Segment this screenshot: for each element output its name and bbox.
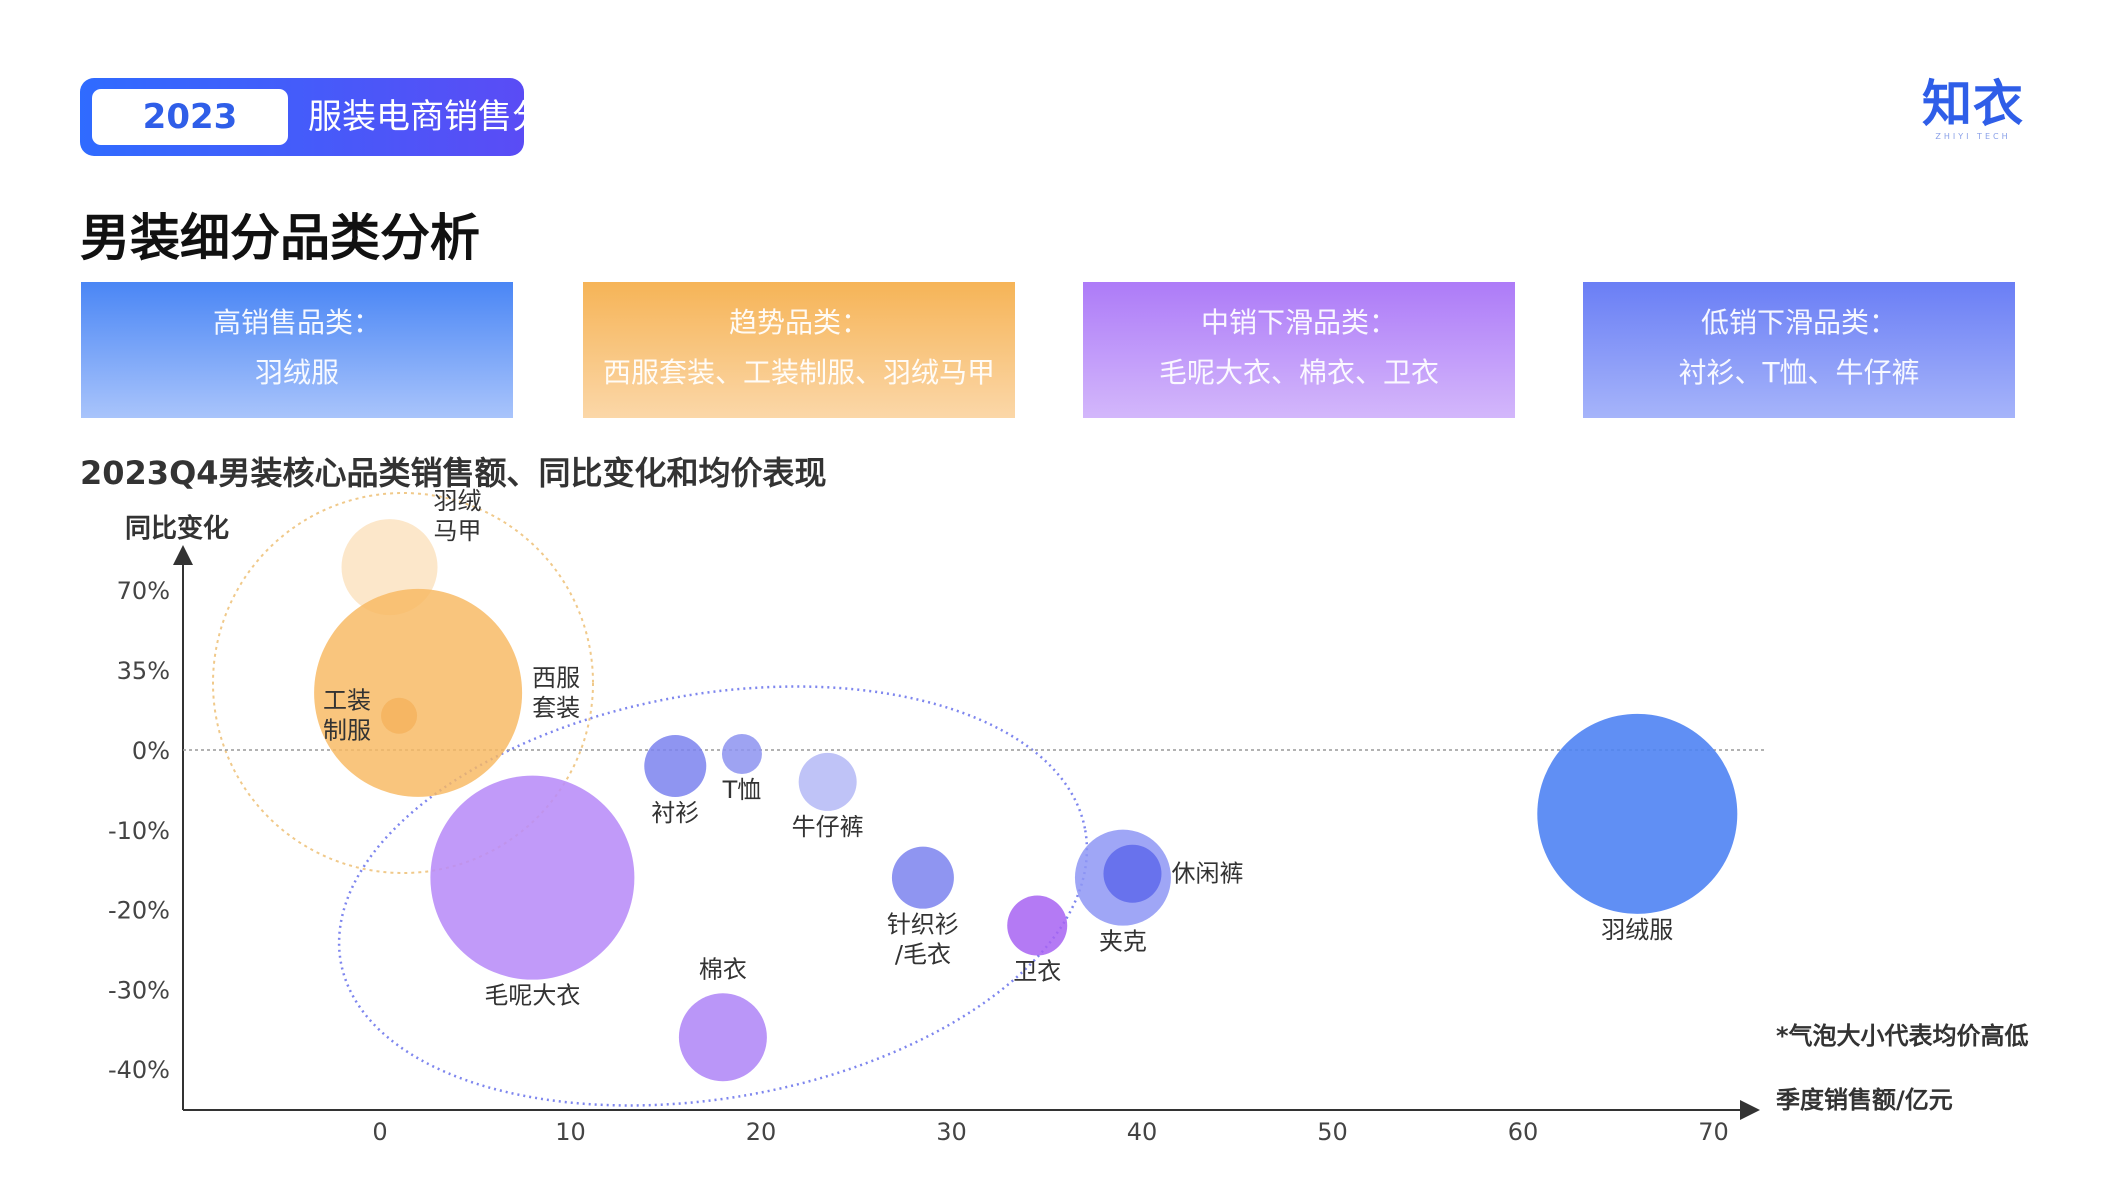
bubble (1103, 844, 1162, 903)
bubble-label: 毛呢大衣 (484, 982, 580, 1010)
y-tick-label: 70% (117, 577, 170, 605)
y-tick-label: -30% (108, 976, 170, 1004)
bubble (381, 697, 418, 734)
chart-title: 2023Q4男装核心品类销售额、同比变化和均价表现 (80, 454, 827, 492)
bubble (1537, 713, 1738, 914)
report-subtitle: 服装电商销售分析 (308, 97, 580, 137)
report-badge: 2023 服装电商销售分析 (80, 78, 580, 156)
page-title: 男装细分品类分析 (80, 209, 480, 267)
trend-group-outline (212, 492, 594, 874)
card-title: 中销下滑品类： (1200, 306, 1397, 339)
bubble-label: 羽绒马甲 (434, 487, 482, 545)
bubble (721, 733, 762, 774)
x-axis-label: 季度销售额/亿元 (1776, 1086, 1953, 1114)
bubble (798, 752, 857, 811)
bubble (678, 993, 767, 1082)
bubble (891, 846, 954, 909)
bubble-label: 夹克 (1099, 928, 1147, 956)
y-tick-label: 0% (132, 737, 170, 765)
y-axis-label: 同比变化 (125, 513, 229, 544)
bubble-size-note: *气泡大小代表均价高低 (1776, 1022, 2029, 1050)
y-tick-label: -20% (108, 897, 170, 925)
bubble-label: 针织衫/毛衣 (887, 911, 959, 969)
bubble-label: 卫衣 (1013, 958, 1061, 986)
decline-group-outline (337, 685, 1089, 1107)
x-tick-label: 60 (1508, 1118, 1539, 1146)
category-card-high-sales: 高销售品类： 羽绒服 (81, 282, 513, 418)
x-tick-label: 30 (936, 1118, 967, 1146)
card-title: 高销售品类： (212, 306, 381, 339)
bubble (430, 775, 635, 980)
brand-logo: 知衣 ZHIYI TECH (1918, 76, 2028, 146)
card-title: 低销下滑品类： (1700, 306, 1897, 339)
x-tick-label: 20 (746, 1118, 777, 1146)
category-card-trend: 趋势品类： 西服套装、工装制服、羽绒马甲 (583, 282, 1015, 418)
x-tick-label: 50 (1317, 1118, 1348, 1146)
bubble-label: T恤 (722, 776, 762, 804)
bubble (1007, 895, 1068, 956)
bubble-label: 休闲裤 (1171, 860, 1243, 888)
report-year: 2023 (92, 89, 288, 145)
brand-logo-text: 知衣 (1922, 75, 2024, 133)
brand-logo-subtitle: ZHIYI TECH (1935, 132, 2011, 141)
card-items: 羽绒服 (254, 356, 339, 389)
x-tick-label: 10 (555, 1118, 586, 1146)
bubble-label: 衬衫 (651, 799, 699, 827)
category-card-mid-decline: 中销下滑品类： 毛呢大衣、棉衣、卫衣 (1083, 282, 1515, 418)
x-tick-label: 0 (372, 1118, 387, 1146)
x-tick-label: 70 (1698, 1118, 1729, 1146)
bubble-label: 工装制服 (323, 687, 371, 745)
bubble-label: 棉衣 (699, 955, 747, 983)
y-tick-label: -10% (108, 817, 170, 845)
card-items: 衬衫、T恤、牛仔裤 (1678, 356, 1920, 389)
bubble-label: 羽绒服 (1601, 916, 1673, 944)
y-tick-label: 35% (117, 657, 170, 685)
card-items: 西服套装、工装制服、羽绒马甲 (602, 356, 995, 389)
card-title: 趋势品类： (728, 306, 869, 339)
card-items: 毛呢大衣、棉衣、卫衣 (1158, 356, 1439, 389)
bubble-label: 西服套装 (532, 664, 580, 722)
bubble (314, 588, 523, 797)
y-tick-label: -40% (108, 1056, 170, 1084)
bubble-label: 牛仔裤 (792, 813, 864, 841)
x-tick-label: 40 (1127, 1118, 1158, 1146)
bubble (644, 734, 707, 797)
category-card-low-decline: 低销下滑品类： 衬衫、T恤、牛仔裤 (1583, 282, 2015, 418)
